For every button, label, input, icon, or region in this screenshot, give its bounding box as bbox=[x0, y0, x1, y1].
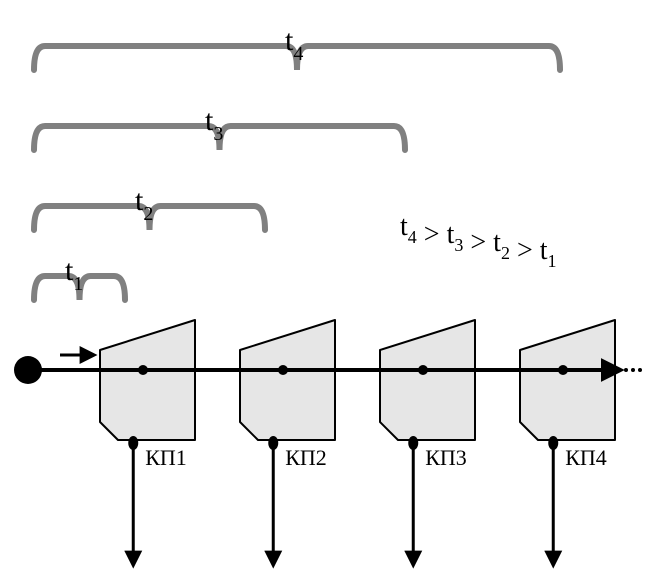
timing-diagram: КП1 КП2 КП3 КП4 t1 t2 t3 t4 t4 > t3 > t2 > t1 bbox=[0, 0, 652, 580]
ellipsis-dot bbox=[638, 368, 642, 372]
inequality-text: t4 > t3 > t2 > t1 bbox=[400, 211, 557, 271]
axis-node-4 bbox=[558, 365, 568, 375]
block-4 bbox=[520, 320, 615, 440]
kp-label-1: КП1 bbox=[145, 445, 187, 470]
start-node bbox=[14, 356, 42, 384]
time-label-2: t2 bbox=[135, 184, 153, 225]
block-1 bbox=[100, 320, 195, 440]
ellipsis-dot bbox=[624, 368, 628, 372]
axis-node-2 bbox=[278, 365, 288, 375]
axis-node-1 bbox=[138, 365, 148, 375]
time-label-3: t3 bbox=[205, 104, 223, 145]
block-3 bbox=[380, 320, 475, 440]
kp-label-4: КП4 bbox=[565, 445, 607, 470]
kp-label-2: КП2 bbox=[285, 445, 327, 470]
time-label-1: t1 bbox=[65, 254, 83, 295]
axis-node-3 bbox=[418, 365, 428, 375]
ellipsis-dot bbox=[631, 368, 635, 372]
block-2 bbox=[240, 320, 335, 440]
kp-label-3: КП3 bbox=[425, 445, 467, 470]
time-label-4: t4 bbox=[285, 24, 303, 65]
